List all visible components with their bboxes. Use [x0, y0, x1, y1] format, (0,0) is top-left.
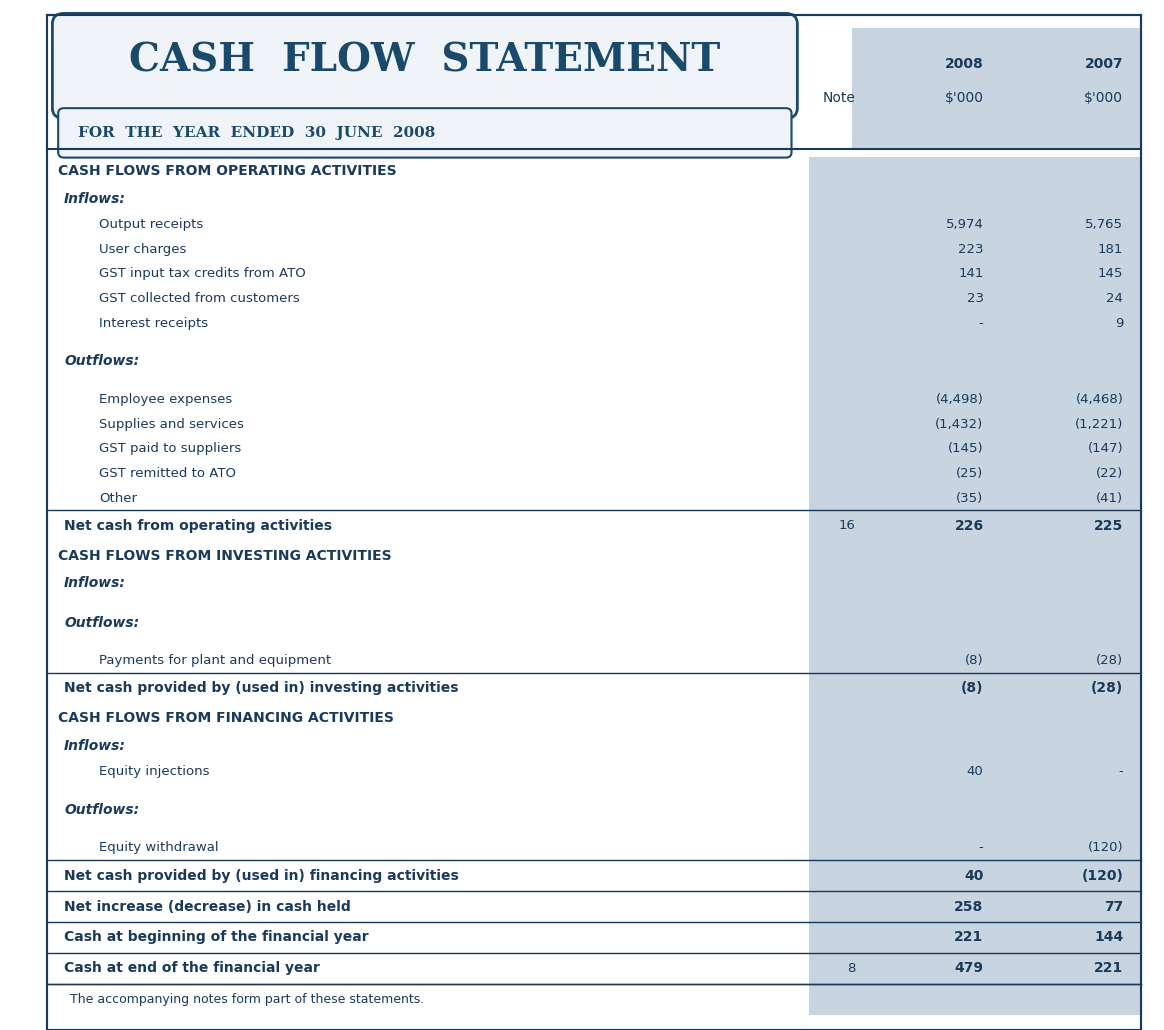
Text: (120): (120): [1081, 868, 1123, 883]
Text: Employee expenses: Employee expenses: [99, 392, 232, 406]
Text: (1,221): (1,221): [1074, 417, 1123, 431]
Text: (8): (8): [961, 682, 984, 695]
Text: GST input tax credits from ATO: GST input tax credits from ATO: [99, 268, 306, 280]
Text: 5,765: 5,765: [1085, 218, 1123, 231]
Text: 23: 23: [966, 293, 984, 305]
Text: Payments for plant and equipment: Payments for plant and equipment: [99, 654, 331, 667]
Text: FOR  THE  YEAR  ENDED  30  JUNE  2008: FOR THE YEAR ENDED 30 JUNE 2008: [78, 126, 435, 140]
Text: Net cash provided by (used in) investing activities: Net cash provided by (used in) investing…: [64, 682, 459, 695]
Text: Note: Note: [823, 91, 856, 105]
Text: (1,432): (1,432): [936, 417, 984, 431]
Text: 221: 221: [954, 930, 984, 945]
FancyBboxPatch shape: [809, 157, 1141, 1015]
Text: 8: 8: [847, 962, 856, 974]
Text: CASH FLOWS FROM OPERATING ACTIVITIES: CASH FLOWS FROM OPERATING ACTIVITIES: [58, 164, 397, 178]
Text: $'000: $'000: [1084, 91, 1123, 105]
Text: Outflows:: Outflows:: [64, 354, 140, 369]
Text: 5,974: 5,974: [945, 218, 984, 231]
Text: 479: 479: [954, 961, 984, 975]
Text: 40: 40: [964, 868, 984, 883]
Text: 77: 77: [1103, 899, 1123, 914]
Text: Equity injections: Equity injections: [99, 765, 210, 779]
Text: Inflows:: Inflows:: [64, 577, 126, 590]
Text: 226: 226: [954, 519, 984, 533]
Text: Net cash from operating activities: Net cash from operating activities: [64, 519, 332, 533]
Text: Outflows:: Outflows:: [64, 616, 140, 629]
Text: CASH FLOWS FROM FINANCING ACTIVITIES: CASH FLOWS FROM FINANCING ACTIVITIES: [58, 712, 395, 725]
Text: Interest receipts: Interest receipts: [99, 316, 208, 330]
Text: (4,468): (4,468): [1076, 392, 1123, 406]
Text: Inflows:: Inflows:: [64, 740, 126, 753]
Text: 221: 221: [1094, 961, 1123, 975]
Text: GST remitted to ATO: GST remitted to ATO: [99, 467, 236, 480]
Text: GST collected from customers: GST collected from customers: [99, 293, 299, 305]
Text: Net cash provided by (used in) financing activities: Net cash provided by (used in) financing…: [64, 868, 459, 883]
Text: (28): (28): [1091, 682, 1123, 695]
Text: 141: 141: [958, 268, 984, 280]
Text: 2007: 2007: [1085, 57, 1123, 71]
Text: GST paid to suppliers: GST paid to suppliers: [99, 442, 241, 455]
Text: Output receipts: Output receipts: [99, 218, 204, 231]
Text: The accompanying notes form part of these statements.: The accompanying notes form part of thes…: [70, 993, 424, 1005]
FancyBboxPatch shape: [852, 28, 1141, 149]
Text: (4,498): (4,498): [936, 392, 984, 406]
Text: Other: Other: [99, 491, 137, 505]
Text: (22): (22): [1096, 467, 1123, 480]
FancyBboxPatch shape: [52, 13, 797, 118]
Text: 225: 225: [1094, 519, 1123, 533]
Text: 9: 9: [1115, 316, 1123, 330]
Text: -: -: [1119, 765, 1123, 779]
Text: -: -: [979, 316, 984, 330]
Text: Inflows:: Inflows:: [64, 192, 126, 206]
Text: 258: 258: [954, 899, 984, 914]
Text: (8): (8): [965, 654, 984, 667]
Text: 40: 40: [967, 765, 984, 779]
Text: User charges: User charges: [99, 243, 186, 255]
Text: 223: 223: [958, 243, 984, 255]
Text: 144: 144: [1094, 930, 1123, 945]
Text: (41): (41): [1096, 491, 1123, 505]
Text: Equity withdrawal: Equity withdrawal: [99, 842, 219, 855]
Text: 145: 145: [1098, 268, 1123, 280]
Text: Net increase (decrease) in cash held: Net increase (decrease) in cash held: [64, 899, 350, 914]
Text: Outflows:: Outflows:: [64, 802, 140, 817]
FancyBboxPatch shape: [47, 15, 1141, 1030]
Text: (145): (145): [947, 442, 984, 455]
Text: (35): (35): [957, 491, 984, 505]
Text: (147): (147): [1087, 442, 1123, 455]
Text: 24: 24: [1107, 293, 1123, 305]
Text: $'000: $'000: [944, 91, 984, 105]
Text: (120): (120): [1087, 842, 1123, 855]
Text: CASH FLOWS FROM INVESTING ACTIVITIES: CASH FLOWS FROM INVESTING ACTIVITIES: [58, 549, 392, 562]
Text: (28): (28): [1096, 654, 1123, 667]
Text: Cash at beginning of the financial year: Cash at beginning of the financial year: [64, 930, 369, 945]
Text: Supplies and services: Supplies and services: [99, 417, 243, 431]
Text: CASH  FLOW  STATEMENT: CASH FLOW STATEMENT: [129, 42, 721, 79]
Text: 16: 16: [839, 519, 856, 533]
Text: Cash at end of the financial year: Cash at end of the financial year: [64, 961, 320, 975]
Text: 2008: 2008: [945, 57, 984, 71]
FancyBboxPatch shape: [58, 108, 792, 158]
Text: (25): (25): [957, 467, 984, 480]
Text: 181: 181: [1098, 243, 1123, 255]
Text: -: -: [979, 842, 984, 855]
